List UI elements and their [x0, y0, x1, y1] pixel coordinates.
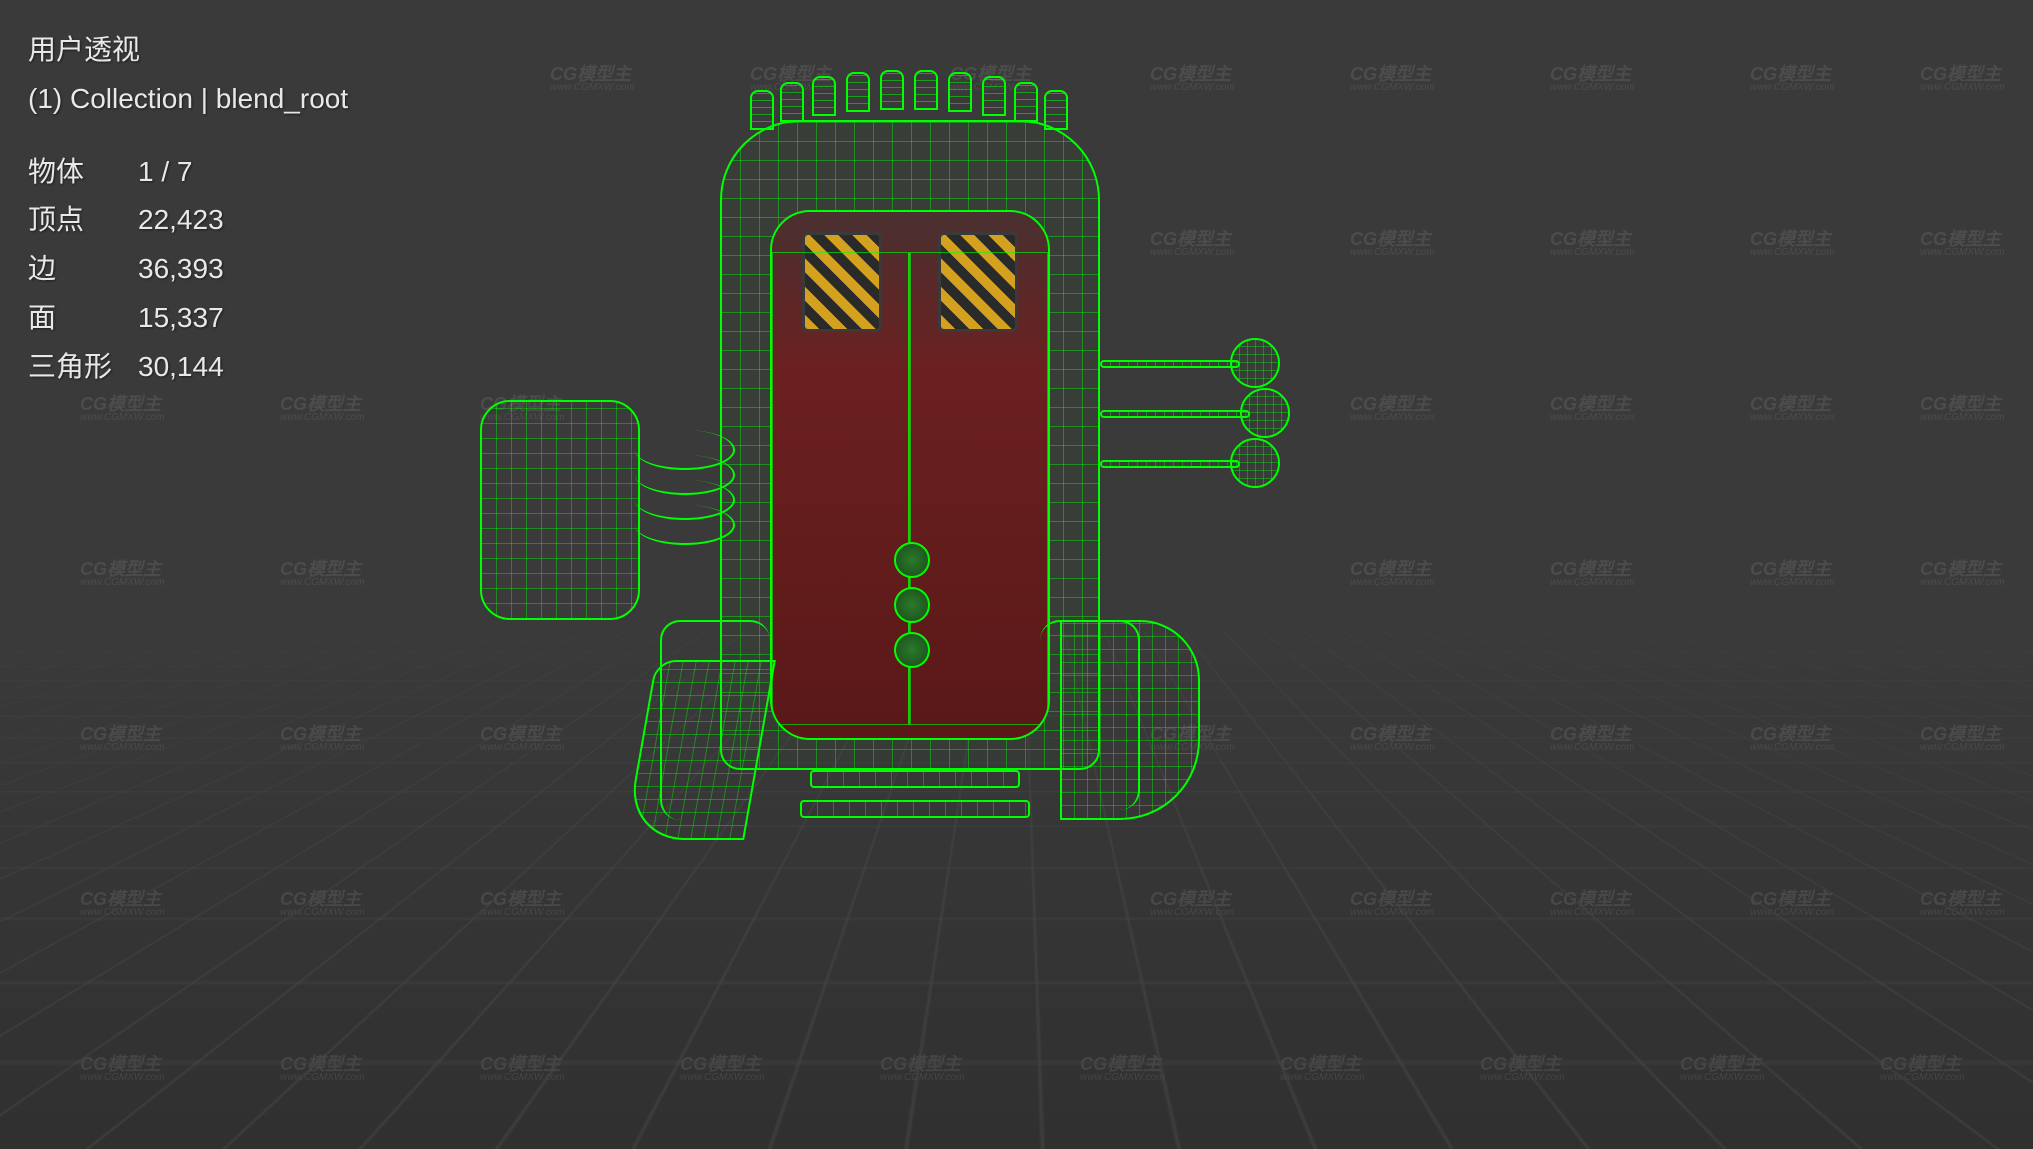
watermark: CG模型主www.CGMXW.com	[280, 390, 365, 423]
model-rail-right	[1040, 620, 1140, 810]
watermark: CG模型主www.CGMXW.com	[1550, 60, 1635, 93]
watermark: CG模型主www.CGMXW.com	[1920, 390, 2005, 423]
stat-label: 物体	[28, 150, 138, 195]
watermark: CG模型主www.CGMXW.com	[1350, 225, 1435, 258]
watermark: CG模型主www.CGMXW.com	[1750, 225, 1835, 258]
model-bolt	[750, 90, 774, 130]
model-bolt	[1014, 82, 1038, 122]
model-bolt	[982, 76, 1006, 116]
stat-label: 边	[28, 247, 138, 292]
model-bolt	[846, 72, 870, 112]
watermark: CG模型主www.CGMXW.com	[1920, 555, 2005, 588]
model-step	[810, 770, 1020, 788]
watermark: CG模型主www.CGMXW.com	[1920, 60, 2005, 93]
model-side-node	[1230, 338, 1280, 388]
stat-value: 36,393	[138, 247, 224, 292]
stat-row-faces: 面 15,337	[28, 296, 348, 341]
stat-row-vertices: 顶点 22,423	[28, 198, 348, 243]
watermark: CG模型主www.CGMXW.com	[1350, 390, 1435, 423]
door-button	[894, 587, 930, 623]
3d-viewport[interactable]	[460, 60, 1360, 910]
stat-label: 顶点	[28, 198, 138, 243]
watermark: CG模型主www.CGMXW.com	[1550, 555, 1635, 588]
watermark: CG模型主www.CGMXW.com	[1350, 60, 1435, 93]
model-step	[800, 800, 1030, 818]
watermark: CG模型主www.CGMXW.com	[280, 555, 365, 588]
stat-value: 22,423	[138, 198, 224, 243]
door-button	[894, 632, 930, 668]
model-bolt	[914, 70, 938, 110]
model-bolt	[948, 72, 972, 112]
model-node-arm	[1100, 410, 1250, 418]
model-door	[770, 210, 1050, 740]
stat-row-triangles: 三角形 30,144	[28, 345, 348, 390]
door-panel-right	[910, 252, 1048, 725]
wireframe-model[interactable]	[460, 60, 1360, 910]
watermark: CG模型主www.CGMXW.com	[1750, 390, 1835, 423]
model-node-arm	[1100, 360, 1240, 368]
stat-row-edges: 边 36,393	[28, 247, 348, 292]
model-node-arm	[1100, 460, 1240, 468]
watermark: CG模型主www.CGMXW.com	[1920, 225, 2005, 258]
model-bolt	[812, 76, 836, 116]
door-panel-left	[772, 252, 910, 725]
model-cable	[635, 505, 735, 545]
view-mode-label: 用户透视	[28, 28, 348, 73]
watermark: CG模型主www.CGMXW.com	[80, 555, 165, 588]
door-button	[894, 542, 930, 578]
watermark: CG模型主www.CGMXW.com	[1550, 390, 1635, 423]
model-bolt	[780, 82, 804, 122]
model-bolt	[880, 70, 904, 110]
stat-label: 三角形	[28, 345, 138, 390]
stat-value: 1 / 7	[138, 150, 192, 195]
model-side-node	[1240, 388, 1290, 438]
stat-row-objects: 物体 1 / 7	[28, 150, 348, 195]
watermark: CG模型主www.CGMXW.com	[1750, 555, 1835, 588]
model-side-module	[480, 400, 640, 620]
watermark: CG模型主www.CGMXW.com	[1350, 555, 1435, 588]
model-side-node	[1230, 438, 1280, 488]
stat-value: 30,144	[138, 345, 224, 390]
collection-path: (1) Collection | blend_root	[28, 77, 348, 122]
watermark: CG模型主www.CGMXW.com	[1750, 60, 1835, 93]
viewport-stats-overlay: 用户透视 (1) Collection | blend_root 物体 1 / …	[28, 28, 348, 394]
watermark: CG模型主www.CGMXW.com	[1550, 225, 1635, 258]
stat-label: 面	[28, 296, 138, 341]
watermark: CG模型主www.CGMXW.com	[80, 390, 165, 423]
model-rail-left	[660, 620, 770, 820]
stat-value: 15,337	[138, 296, 224, 341]
